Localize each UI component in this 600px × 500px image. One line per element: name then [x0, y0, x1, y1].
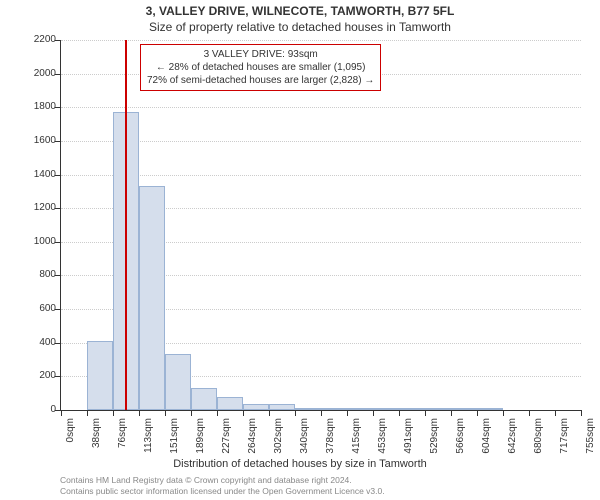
plot-area: 0200400600800100012001400160018002000220… [60, 40, 581, 411]
gridline [61, 40, 581, 41]
x-axis-label: Distribution of detached houses by size … [0, 458, 600, 470]
histogram-bar [399, 408, 425, 410]
y-tick-label: 200 [16, 371, 56, 381]
histogram-bar [243, 404, 269, 410]
x-tick [425, 410, 426, 416]
x-tick [139, 410, 140, 416]
histogram-bar [451, 408, 477, 410]
y-tick-label: 800 [16, 270, 56, 280]
histogram-bar [373, 408, 399, 410]
footer-text: Contains HM Land Registry data © Crown c… [60, 475, 385, 497]
histogram-bar [295, 408, 321, 410]
chart-title-sub: Size of property relative to detached ho… [0, 20, 600, 34]
x-tick [191, 410, 192, 416]
y-tick-label: 0 [16, 405, 56, 415]
histogram-bar [347, 408, 373, 410]
x-tick [373, 410, 374, 416]
annotation-box: 3 VALLEY DRIVE: 93sqm ← 28% of detached … [140, 44, 381, 91]
y-tick-label: 600 [16, 304, 56, 314]
x-tick [399, 410, 400, 416]
annotation-line1: 3 VALLEY DRIVE: 93sqm [147, 48, 374, 61]
histogram-bar [425, 408, 451, 410]
y-tick-label: 1200 [16, 203, 56, 213]
y-tick-label: 400 [16, 338, 56, 348]
histogram-bar [217, 397, 243, 410]
histogram-bar [191, 388, 217, 410]
gridline [61, 141, 581, 142]
x-tick [61, 410, 62, 416]
histogram-bar [87, 341, 113, 410]
x-tick [529, 410, 530, 416]
x-tick [451, 410, 452, 416]
histogram-bar [165, 354, 191, 410]
gridline [61, 175, 581, 176]
y-tick-label: 2200 [16, 35, 56, 45]
x-tick [555, 410, 556, 416]
x-tick [113, 410, 114, 416]
property-marker-line [125, 40, 127, 410]
y-tick-label: 1000 [16, 237, 56, 247]
x-tick [295, 410, 296, 416]
histogram-bar [269, 404, 295, 410]
x-tick [165, 410, 166, 416]
x-tick [243, 410, 244, 416]
x-tick [87, 410, 88, 416]
annotation-line3: 72% of semi-detached houses are larger (… [147, 74, 374, 87]
y-tick-label: 2000 [16, 69, 56, 79]
histogram-bar [477, 408, 503, 410]
footer-line2: Contains public sector information licen… [60, 486, 385, 497]
gridline [61, 107, 581, 108]
y-tick-label: 1400 [16, 170, 56, 180]
chart-container: 3, VALLEY DRIVE, WILNECOTE, TAMWORTH, B7… [0, 0, 600, 500]
y-tick-label: 1600 [16, 136, 56, 146]
x-tick [269, 410, 270, 416]
x-tick [503, 410, 504, 416]
footer-line1: Contains HM Land Registry data © Crown c… [60, 475, 385, 486]
x-tick [477, 410, 478, 416]
annotation-line2: ← 28% of detached houses are smaller (1,… [147, 61, 374, 74]
x-tick [347, 410, 348, 416]
histogram-bar [321, 408, 347, 410]
x-tick [581, 410, 582, 416]
x-tick [217, 410, 218, 416]
y-tick-label: 1800 [16, 102, 56, 112]
histogram-bar [139, 186, 165, 410]
x-tick [321, 410, 322, 416]
chart-title-main: 3, VALLEY DRIVE, WILNECOTE, TAMWORTH, B7… [0, 4, 600, 18]
